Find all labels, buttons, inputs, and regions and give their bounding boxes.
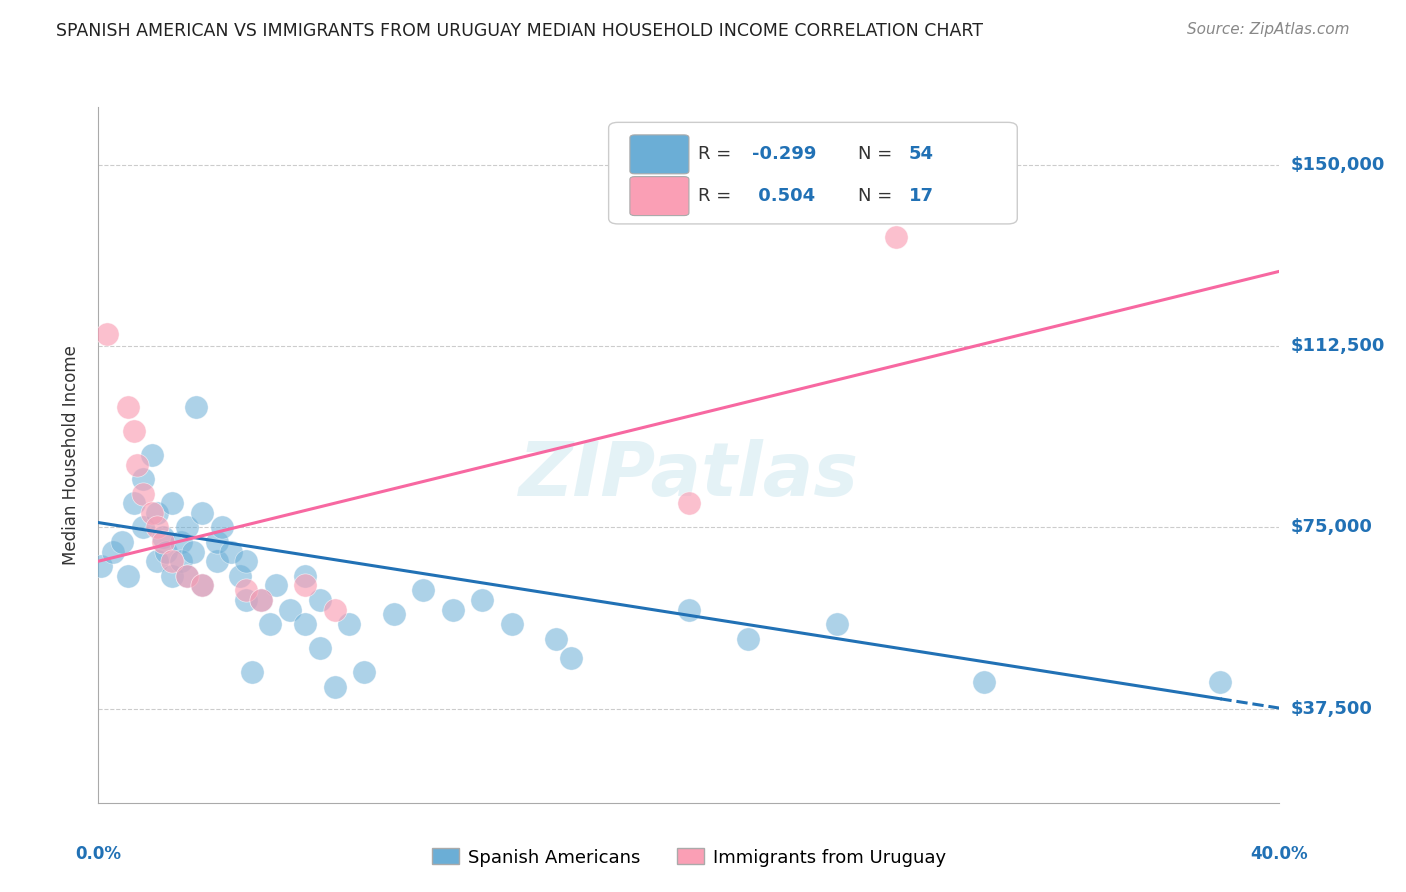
- Point: [737, 632, 759, 646]
- Text: $75,000: $75,000: [1291, 518, 1372, 536]
- Y-axis label: Median Household Income: Median Household Income: [62, 345, 80, 565]
- Text: R =: R =: [699, 145, 737, 163]
- Point: [219, 544, 242, 558]
- Point: [294, 617, 316, 632]
- Point: [132, 472, 155, 486]
- Point: [294, 578, 316, 592]
- Point: [152, 530, 174, 544]
- Point: [176, 568, 198, 582]
- Point: [132, 520, 155, 534]
- Point: [205, 554, 228, 568]
- Point: [191, 578, 214, 592]
- Point: [170, 554, 193, 568]
- Point: [235, 583, 257, 598]
- Point: [1209, 675, 1232, 690]
- FancyBboxPatch shape: [630, 177, 689, 216]
- Point: [323, 680, 346, 694]
- Point: [122, 496, 145, 510]
- Point: [471, 592, 494, 607]
- Point: [501, 617, 523, 632]
- Text: $150,000: $150,000: [1291, 156, 1385, 174]
- Text: ZIPatlas: ZIPatlas: [519, 439, 859, 512]
- Point: [125, 458, 148, 472]
- Point: [309, 641, 332, 656]
- Point: [240, 665, 263, 680]
- Point: [90, 559, 112, 574]
- Point: [205, 534, 228, 549]
- Point: [155, 544, 177, 558]
- Point: [117, 568, 139, 582]
- Text: N =: N =: [858, 187, 898, 205]
- Point: [211, 520, 233, 534]
- Point: [412, 583, 434, 598]
- Point: [678, 496, 700, 510]
- Point: [111, 534, 134, 549]
- Point: [162, 496, 183, 510]
- Text: 54: 54: [908, 145, 934, 163]
- Text: -0.299: -0.299: [752, 145, 815, 163]
- Point: [103, 544, 125, 558]
- Point: [146, 554, 169, 568]
- Point: [176, 520, 198, 534]
- Text: 0.0%: 0.0%: [76, 845, 121, 863]
- Point: [337, 617, 360, 632]
- FancyBboxPatch shape: [630, 135, 689, 174]
- Point: [162, 554, 183, 568]
- Text: R =: R =: [699, 187, 737, 205]
- Point: [309, 592, 332, 607]
- Point: [141, 506, 163, 520]
- Point: [382, 607, 405, 622]
- Point: [825, 617, 848, 632]
- Point: [117, 400, 139, 414]
- Text: 17: 17: [908, 187, 934, 205]
- Point: [353, 665, 375, 680]
- Point: [146, 506, 169, 520]
- Point: [884, 230, 907, 244]
- Point: [176, 568, 198, 582]
- Point: [235, 592, 257, 607]
- Point: [250, 592, 273, 607]
- Point: [678, 602, 700, 616]
- Text: N =: N =: [858, 145, 898, 163]
- Point: [323, 602, 346, 616]
- Text: Source: ZipAtlas.com: Source: ZipAtlas.com: [1187, 22, 1350, 37]
- Point: [259, 617, 281, 632]
- Point: [229, 568, 252, 582]
- Text: 40.0%: 40.0%: [1251, 845, 1308, 863]
- Point: [96, 327, 118, 342]
- Point: [152, 534, 174, 549]
- Point: [235, 554, 257, 568]
- Point: [170, 534, 193, 549]
- Point: [181, 544, 204, 558]
- Point: [560, 651, 582, 665]
- Point: [278, 602, 302, 616]
- Point: [141, 448, 163, 462]
- Point: [264, 578, 287, 592]
- FancyBboxPatch shape: [609, 122, 1018, 224]
- Point: [132, 486, 155, 500]
- Point: [973, 675, 995, 690]
- Point: [146, 520, 169, 534]
- Point: [122, 424, 145, 438]
- Text: 0.504: 0.504: [752, 187, 814, 205]
- Point: [184, 400, 207, 414]
- Legend: Spanish Americans, Immigrants from Uruguay: Spanish Americans, Immigrants from Urugu…: [425, 841, 953, 874]
- Text: SPANISH AMERICAN VS IMMIGRANTS FROM URUGUAY MEDIAN HOUSEHOLD INCOME CORRELATION : SPANISH AMERICAN VS IMMIGRANTS FROM URUG…: [56, 22, 983, 40]
- Point: [544, 632, 567, 646]
- Point: [191, 506, 214, 520]
- Point: [441, 602, 464, 616]
- Point: [162, 568, 183, 582]
- Text: $112,500: $112,500: [1291, 337, 1385, 355]
- Point: [294, 568, 316, 582]
- Text: $37,500: $37,500: [1291, 699, 1372, 717]
- Point: [250, 592, 273, 607]
- Point: [191, 578, 214, 592]
